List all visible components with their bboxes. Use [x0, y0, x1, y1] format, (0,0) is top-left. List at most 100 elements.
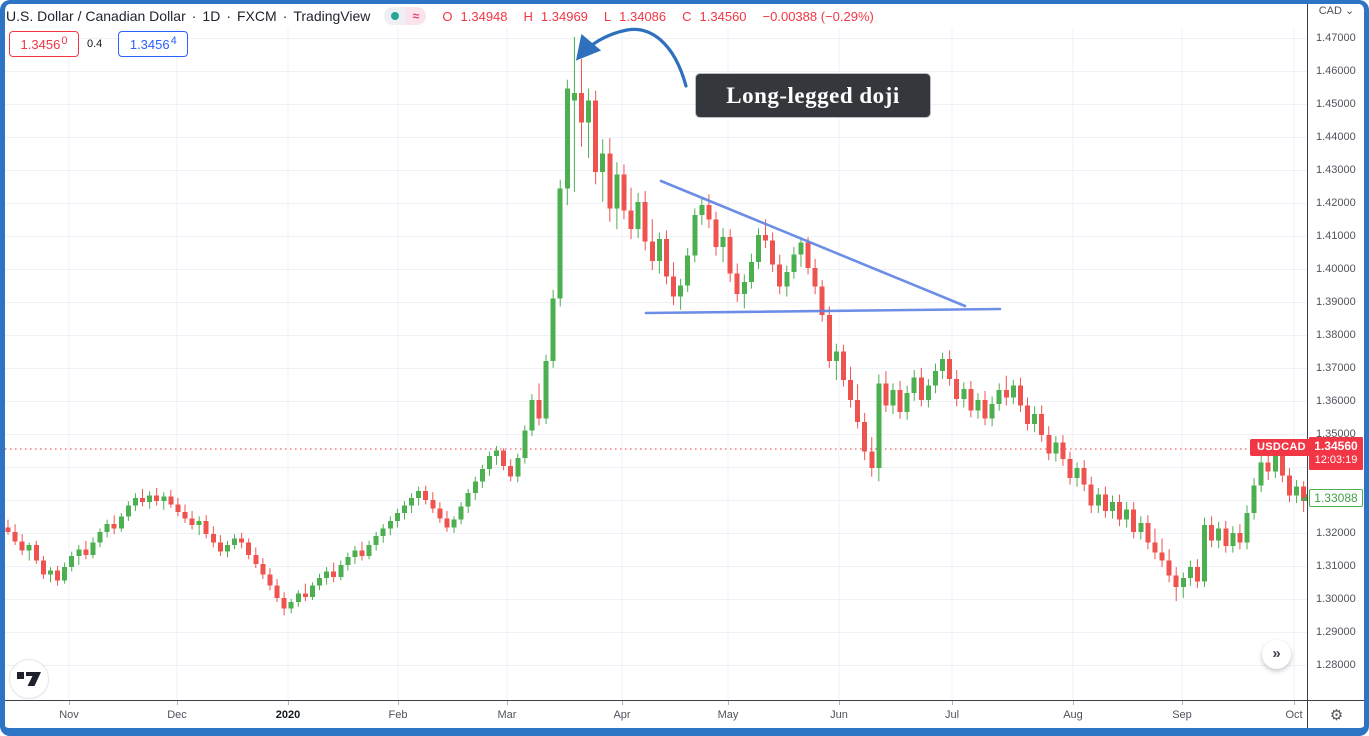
candle [309, 585, 315, 597]
bid-price-pip: 0 [61, 35, 68, 47]
time-axis-tick [1182, 701, 1183, 705]
annotation-arrow[interactable] [575, 27, 688, 88]
candle [317, 578, 323, 586]
price-tick-label: 1.47000 [1316, 32, 1356, 45]
price-axis[interactable]: CAD ⌄ 1.28000 1.29000 1.30000 1.31000 1.3200… [1307, 0, 1365, 700]
gear-icon[interactable]: ⚙ [1329, 706, 1344, 724]
candle [734, 273, 740, 295]
annotation-callout[interactable]: Long-legged doji [695, 73, 931, 118]
delayed-data-indicator: ≈ [405, 7, 427, 25]
candle [295, 593, 301, 603]
candle [833, 351, 839, 362]
currency-selector[interactable]: CAD ⌄ [1308, 4, 1365, 17]
candle [1145, 522, 1151, 543]
candle [352, 550, 358, 558]
time-axis-tick [398, 701, 399, 705]
candle [1258, 462, 1264, 486]
candle [876, 383, 882, 469]
candle [1124, 509, 1130, 520]
candle [1202, 525, 1208, 582]
candle [1244, 513, 1250, 543]
candle [897, 389, 903, 413]
candle [706, 205, 712, 220]
candle [904, 393, 910, 413]
candle [345, 557, 351, 565]
title-separator: · [282, 8, 288, 24]
candle [1046, 435, 1052, 454]
time-axis[interactable]: Nov Dec 2020 Feb Mar Apr May Jun Jul Aug Sep Oct [0, 700, 1364, 729]
triangle-upper-trendline[interactable] [659, 179, 967, 308]
candle [1117, 502, 1123, 520]
candle [678, 285, 684, 297]
open-value: 1.34948 [460, 8, 508, 24]
candle [557, 188, 563, 299]
ask-price-pip: 4 [170, 35, 177, 47]
time-axis-tick [288, 701, 289, 705]
market-status-badge[interactable]: ≈ [384, 7, 427, 25]
candle [47, 570, 53, 575]
chart-gridlines [5, 28, 1307, 700]
market-status-dot-icon [390, 12, 399, 20]
candle [954, 379, 960, 399]
candle [543, 361, 549, 419]
candle [925, 385, 931, 400]
last-price-line [0, 448, 1307, 502]
candle [111, 524, 117, 529]
candle [642, 201, 648, 242]
triangle-lower-trendline[interactable] [644, 307, 1002, 315]
time-axis-label: Dec [167, 709, 187, 721]
sell-bid-button[interactable]: 1.3456 0 [9, 31, 79, 57]
tradingview-logo[interactable] [9, 659, 49, 699]
candle [826, 315, 832, 362]
candle [430, 499, 436, 509]
collapse-toolbar-button[interactable]: » [1262, 640, 1291, 669]
candle [848, 380, 854, 400]
secondary-price-label[interactable]: 1.33088 [1309, 488, 1363, 507]
time-axis-label: Oct [1285, 709, 1303, 721]
candle [182, 512, 188, 519]
candle [154, 495, 160, 502]
candle [210, 534, 216, 543]
candle [529, 399, 535, 431]
candle [536, 399, 542, 419]
candle [203, 520, 209, 535]
time-axis-label: Jul [944, 709, 960, 721]
candle [600, 153, 606, 173]
time-axis-label: Jun [830, 709, 848, 721]
axis-corner: ⚙ [1307, 700, 1365, 729]
price-tick-label: 1.32000 [1316, 527, 1356, 540]
interval-label[interactable]: 1D [202, 8, 221, 24]
candle [1286, 475, 1292, 496]
price-line-symbol-tag[interactable]: USDCAD [1250, 439, 1313, 456]
candle [380, 528, 386, 537]
candle [416, 491, 422, 498]
time-axis-tick [839, 701, 840, 705]
candle [883, 383, 889, 406]
candle [239, 538, 245, 543]
platform-label[interactable]: TradingView [293, 8, 371, 24]
buy-ask-button[interactable]: 1.3456 4 [118, 31, 189, 57]
candle [628, 210, 634, 230]
candle [1010, 385, 1016, 398]
candle [118, 516, 124, 529]
candle [394, 513, 400, 521]
candle [1301, 486, 1307, 498]
candle [1131, 509, 1137, 532]
candle [1060, 442, 1066, 460]
candle [1166, 560, 1172, 576]
time-axis-label: Feb [388, 709, 408, 721]
candle [161, 496, 167, 502]
price-tick-label: 1.36000 [1316, 395, 1356, 408]
title-separator: · [226, 8, 231, 24]
exchange-label[interactable]: FXCM [237, 8, 277, 24]
trendline-drawings[interactable] [644, 179, 1002, 315]
symbol-title[interactable]: U.S. Dollar / Canadian Dollar [6, 8, 186, 24]
candle [217, 542, 223, 552]
candle [791, 254, 797, 273]
ohlc-readout: O 1.34948 H 1.34969 L 1.34086 C 1.34560 −0.0… [442, 9, 881, 24]
candle [494, 450, 500, 456]
candle [465, 493, 471, 507]
last-price-label[interactable]: 1.34560 12:03:19 [1309, 437, 1363, 470]
candle-series [5, 36, 1307, 616]
